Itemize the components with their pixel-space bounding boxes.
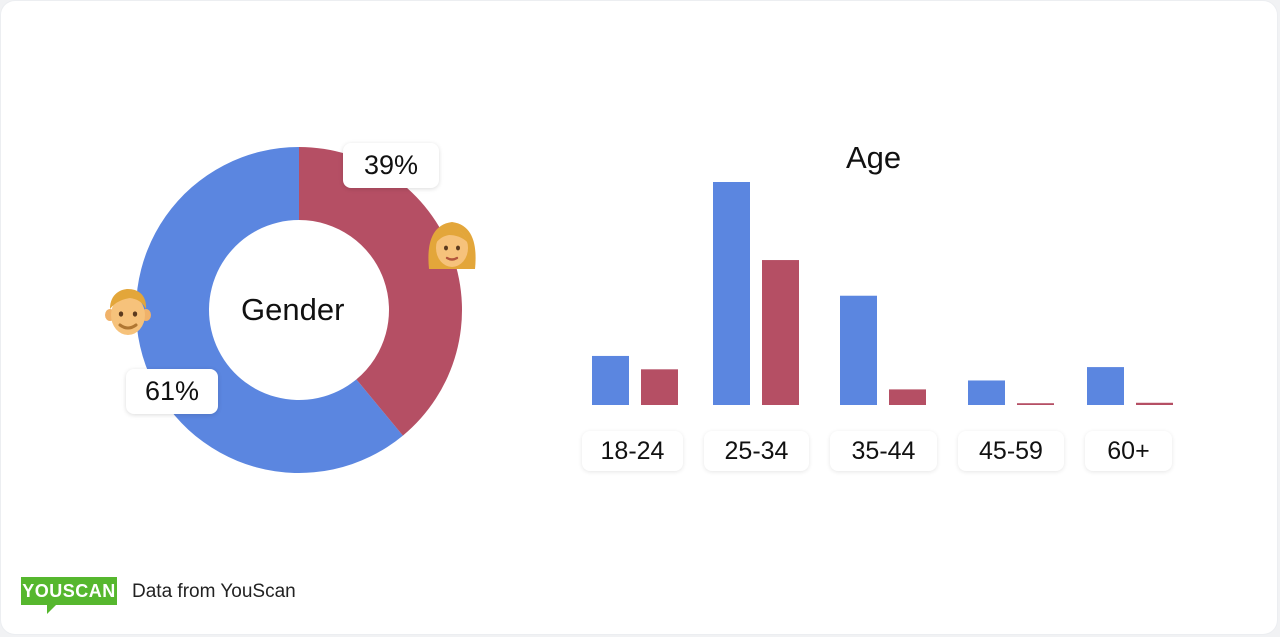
male-bar-45-59	[968, 380, 1005, 405]
age-tick-label: 18-24	[582, 431, 683, 471]
male-bar-60+	[1087, 367, 1124, 405]
data-source-text: Data from YouScan	[132, 581, 296, 602]
age-tick-label: 45-59	[958, 431, 1064, 471]
age-title: Age	[846, 140, 902, 175]
man-emoji-icon	[105, 289, 151, 335]
female-bar-25-34	[762, 260, 799, 405]
age-tick-label: 60+	[1085, 431, 1172, 471]
female-bar-60+	[1136, 402, 1173, 405]
female-percent-label: 39%	[343, 143, 439, 188]
male-bar-25-34	[713, 182, 750, 405]
female-bar-35-44	[889, 389, 926, 405]
male-bar-18-24	[592, 355, 629, 405]
female-slice	[299, 147, 462, 436]
woman-emoji-icon	[428, 222, 476, 269]
age-tick-label: 25-34	[704, 431, 809, 471]
gender-title: Gender	[241, 292, 345, 327]
age-tick-label: 35-44	[830, 431, 937, 471]
female-bar-18-24	[641, 369, 678, 405]
female-bar-45-59	[1017, 403, 1054, 405]
male-percent-label: 61%	[126, 369, 218, 414]
male-bar-35-44	[840, 295, 877, 405]
youscan-logo: YOUSCAN	[21, 577, 117, 614]
